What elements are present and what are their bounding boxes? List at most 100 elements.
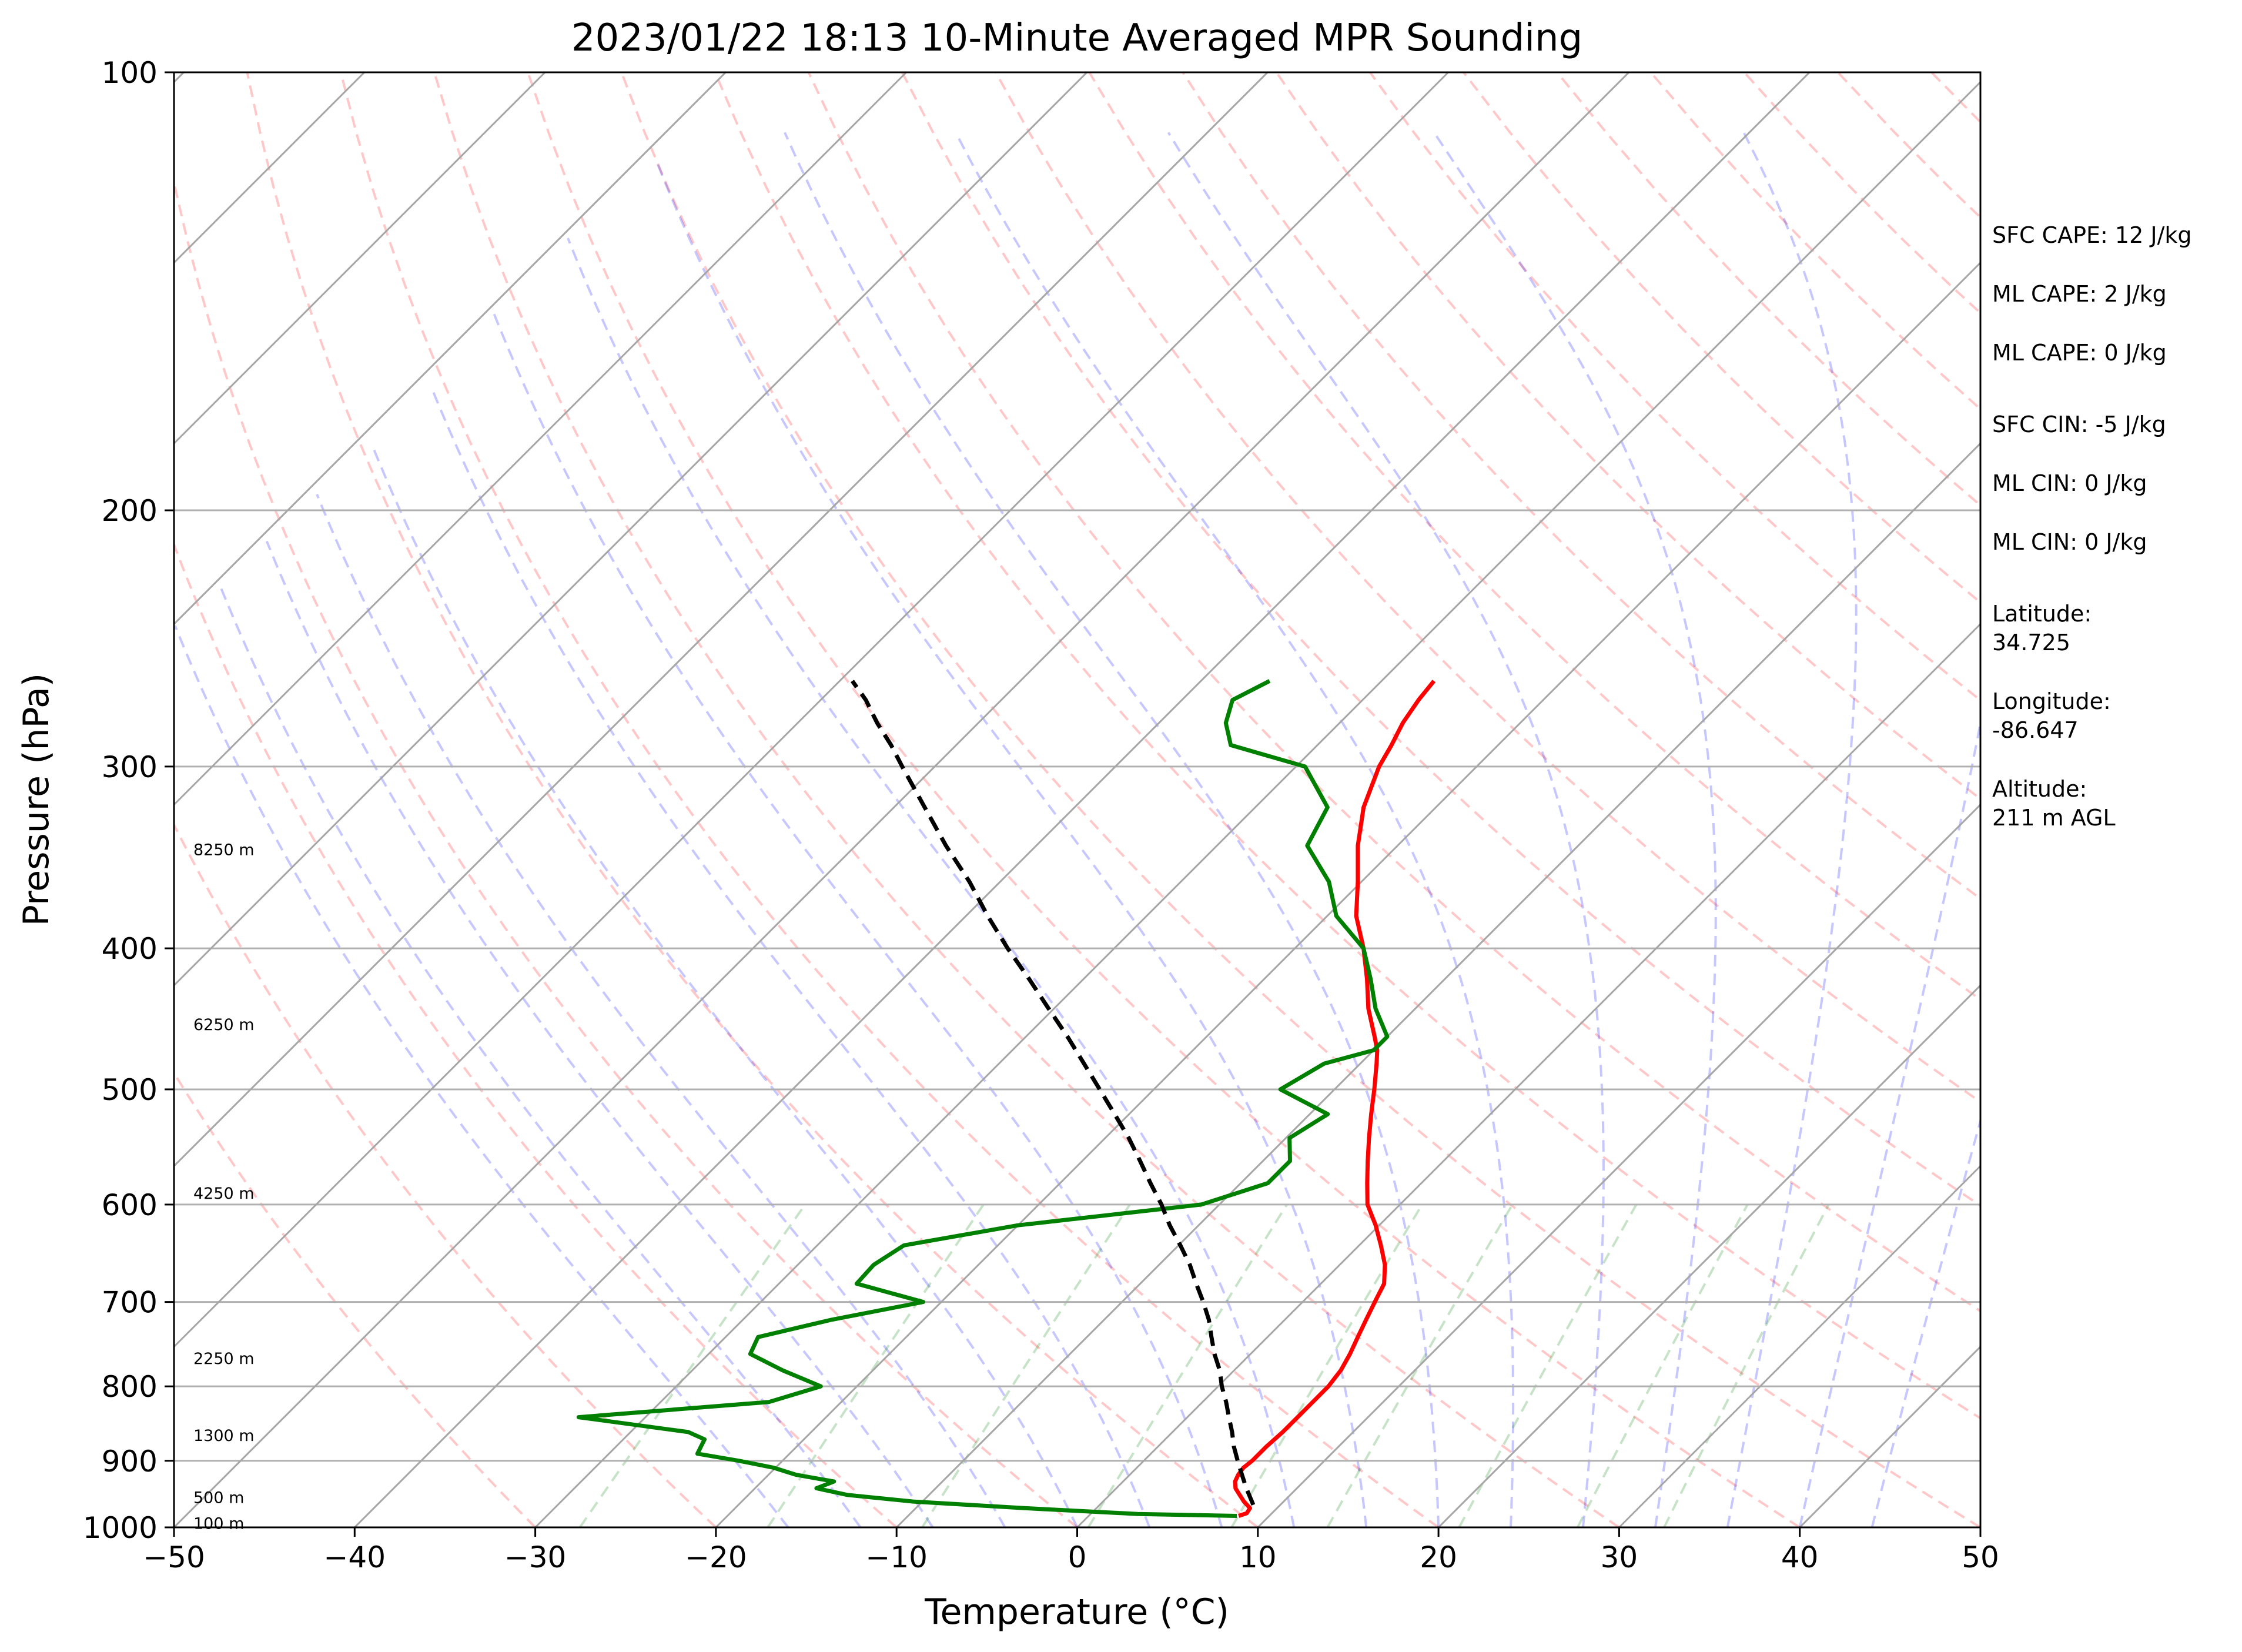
dewpoint-profile xyxy=(576,679,1390,1518)
longitude-value: -86.647 xyxy=(1992,717,2079,743)
moist-adiabat-line xyxy=(955,132,1515,1527)
height-label: 100 m xyxy=(193,1514,244,1533)
x-tick-label: −40 xyxy=(324,1540,386,1574)
isotherm-line xyxy=(174,72,727,626)
x-tick-label: −30 xyxy=(504,1540,567,1574)
altitude-label: Altitude: xyxy=(1992,776,2087,802)
x-tick-label: 50 xyxy=(1962,1540,1999,1574)
moist-adiabat-line xyxy=(265,540,934,1527)
x-axis-label: Temperature (°C) xyxy=(924,1591,1229,1633)
mixing-ratio-line xyxy=(767,1203,985,1527)
sfc-cape-text: SFC CAPE: 12 J/kg xyxy=(1992,222,2192,248)
dry-adiabat-line xyxy=(246,72,1259,1527)
ml-cin-text-2: ML CIN: 0 J/kg xyxy=(1992,529,2147,555)
isotherm-line xyxy=(534,81,1980,1527)
isobar-gridlines xyxy=(174,72,1980,1527)
height-label: 6250 m xyxy=(193,1016,255,1034)
y-tick-label: 1000 xyxy=(83,1511,158,1545)
y-tick-label: 900 xyxy=(102,1444,158,1479)
latitude-value: 34.725 xyxy=(1992,630,2070,656)
sfc-cin-text: SFC CIN: -5 J/kg xyxy=(1992,412,2166,437)
isotherm-gridlines xyxy=(174,72,1980,1527)
dry-adiabat-line xyxy=(433,72,1620,1527)
isotherm-line xyxy=(174,72,546,445)
mixing-ratio-line xyxy=(921,1203,1131,1527)
dry-adiabat-line xyxy=(174,176,1078,1527)
y-tick-label: 800 xyxy=(102,1370,158,1404)
x-axis-ticks: −50 −40 −30 −20 −10 0 10 20 30 40 50 xyxy=(143,1527,1999,1574)
height-label: 1300 m xyxy=(193,1427,255,1445)
moist-adiabat-line xyxy=(655,160,1368,1527)
y-tick-label: 500 xyxy=(102,1073,158,1107)
dry-adiabat-line xyxy=(714,72,1980,1420)
isotherm-line xyxy=(174,72,1088,987)
dry-adiabat-line xyxy=(995,72,1980,1103)
isotherm-line xyxy=(174,72,1269,1168)
y-tick-label: 400 xyxy=(102,932,158,966)
altitude-value: 211 m AGL xyxy=(1992,805,2116,831)
moist-adiabat-line xyxy=(784,132,1440,1527)
chart-title: 2023/01/22 18:13 10-Minute Averaged MPR … xyxy=(571,16,1582,60)
height-label: 2250 m xyxy=(193,1350,255,1368)
moist-adiabat-line xyxy=(430,388,1151,1527)
dry-adiabat-line xyxy=(174,822,717,1527)
moist-adiabat-line xyxy=(174,625,789,1527)
height-labels: 100 m 500 m 1300 m 2250 m 4250 m 6250 m 8250 m xyxy=(193,841,255,1533)
moist-adiabat-line xyxy=(1726,132,1858,1527)
latitude-label: Latitude: xyxy=(1992,601,2092,627)
dry-adiabat-line xyxy=(1182,72,1980,901)
dry-adiabat-line xyxy=(174,1071,537,1527)
x-tick-label: 10 xyxy=(1239,1540,1277,1574)
dry-adiabat-line xyxy=(1275,72,1980,801)
ml-cape-text-2: ML CAPE: 0 J/kg xyxy=(1992,340,2167,366)
moist-adiabat-line xyxy=(218,584,862,1527)
moist-adiabat-line xyxy=(1798,717,1980,1527)
x-tick-label: 40 xyxy=(1781,1540,1819,1574)
dry-adiabat-line xyxy=(527,72,1801,1527)
x-tick-label: 20 xyxy=(1420,1540,1457,1574)
longitude-label: Longitude: xyxy=(1992,688,2111,714)
y-axis-label: Pressure (hPa) xyxy=(16,673,57,926)
x-tick-label: 30 xyxy=(1601,1540,1638,1574)
dry-adiabat-line xyxy=(174,541,898,1527)
y-tick-label: 600 xyxy=(102,1188,158,1222)
x-tick-label: −10 xyxy=(865,1540,928,1574)
moist-adiabat-line xyxy=(316,494,1006,1527)
isotherm-line xyxy=(1257,803,1980,1527)
x-tick-label: −50 xyxy=(143,1540,205,1574)
moist-adiabat-line xyxy=(1433,132,1717,1527)
isotherm-line xyxy=(715,261,1980,1527)
x-tick-label: −20 xyxy=(685,1540,747,1574)
height-label: 500 m xyxy=(193,1489,244,1507)
isotherm-line xyxy=(174,72,907,806)
moist-adiabat-line xyxy=(370,443,1079,1527)
dry-adiabat-line xyxy=(807,72,1980,1313)
isotherm-line xyxy=(1438,984,1980,1527)
isotherm-line xyxy=(354,72,1811,1527)
moist-adiabat-line xyxy=(1167,132,1605,1527)
height-label: 4250 m xyxy=(193,1185,255,1203)
moist-adiabat-line xyxy=(490,306,1223,1527)
x-tick-label: 0 xyxy=(1068,1540,1087,1574)
ml-cape-text: ML CAPE: 2 J/kg xyxy=(1992,281,2167,307)
isotherm-line xyxy=(1076,623,1980,1527)
y-tick-label: 100 xyxy=(102,56,158,90)
background-lines xyxy=(174,72,1980,1527)
y-tick-label: 300 xyxy=(102,750,158,784)
ml-cin-text: ML CIN: 0 J/kg xyxy=(1992,470,2147,496)
info-panel: SFC CAPE: 12 J/kg ML CAPE: 2 J/kg ML CAP… xyxy=(1992,222,2192,831)
isotherm-line xyxy=(1618,1165,1980,1527)
isotherm-line xyxy=(174,72,1630,1527)
y-axis-ticks: 100 200 300 400 500 600 700 800 900 1000 xyxy=(83,56,174,1545)
isotherm-line xyxy=(896,442,1980,1527)
sounding-profiles xyxy=(576,679,1436,1518)
dry-adiabat-line xyxy=(339,72,1440,1527)
y-tick-label: 700 xyxy=(102,1286,158,1320)
moist-adiabat-line xyxy=(1870,1116,1980,1527)
height-label: 8250 m xyxy=(193,841,255,860)
dry-adiabat-line xyxy=(620,72,1980,1527)
isotherm-line xyxy=(174,72,1449,1348)
moist-adiabat-line xyxy=(567,238,1296,1527)
y-tick-label: 200 xyxy=(102,494,158,528)
